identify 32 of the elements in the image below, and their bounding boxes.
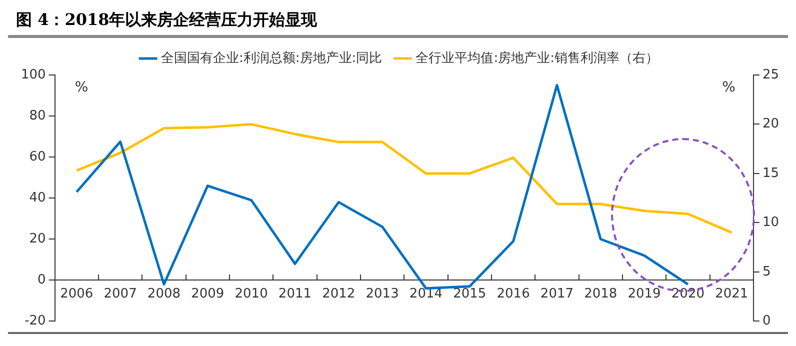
x-tick-label: 2008 — [147, 286, 181, 302]
x-tick-label: 2016 — [496, 286, 530, 302]
y2-tick-label: 20 — [762, 116, 780, 132]
y-tick-label: 40 — [29, 190, 46, 206]
x-tick-label: 2018 — [584, 286, 618, 302]
y-tick-label: 60 — [29, 149, 46, 164]
x-tick-label: 2012 — [322, 286, 356, 302]
y2-tick-label: 10 — [762, 215, 780, 230]
y-tick-label: 0 — [38, 272, 46, 288]
x-tick-label: 2009 — [191, 286, 224, 302]
x-tick-label: 2021 — [715, 286, 748, 302]
x-tick-label: 2013 — [366, 286, 399, 302]
y-axis-title: % — [74, 80, 88, 96]
x-tick-label: 2007 — [104, 286, 137, 302]
y2-tick-label: 15 — [762, 166, 780, 181]
y2-tick-label: 0 — [762, 314, 771, 329]
y-tick-label: 100 — [20, 67, 46, 82]
x-tick-label: 2011 — [278, 286, 312, 302]
chart-title: 图 4：2018年以来房企经营压力开始显现 — [8, 8, 788, 38]
x-tick-label: 2017 — [540, 286, 574, 302]
y2-tick-label: 5 — [762, 264, 771, 280]
x-tick-label: 2010 — [234, 286, 268, 302]
y2-tick-label: 25 — [762, 67, 780, 82]
x-tick-label: 2015 — [453, 286, 486, 302]
y-tick-label: -20 — [24, 314, 46, 329]
y2-axis-title: % — [722, 80, 736, 96]
x-tick-label: 2019 — [628, 286, 661, 302]
legend-label: 全行业平均值:房地产业:销售利润率（右） — [416, 50, 658, 66]
y-tick-label: 20 — [29, 232, 46, 247]
legend-label: 全国国有企业:利润总额:房地产业:同比 — [161, 50, 382, 66]
x-tick-label: 2006 — [60, 286, 94, 302]
y-tick-label: 80 — [29, 108, 46, 124]
